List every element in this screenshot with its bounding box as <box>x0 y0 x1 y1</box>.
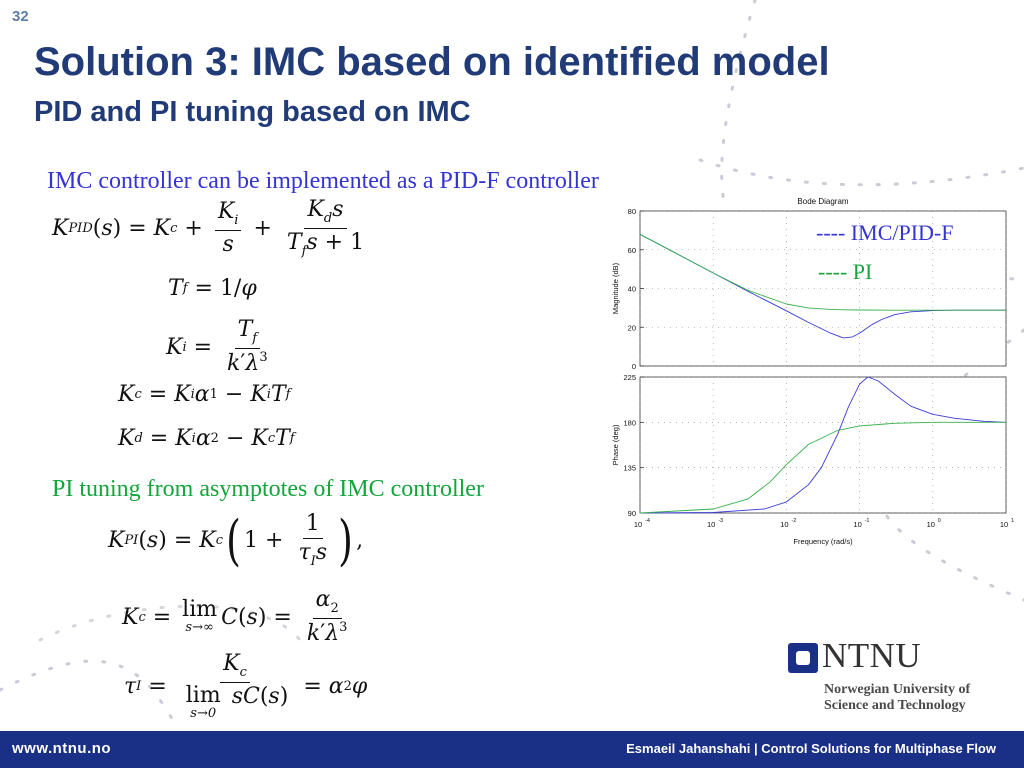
x-tick-exponent: -2 <box>791 518 796 524</box>
legend-pi: ---- PI <box>818 259 873 284</box>
ntnu-tagline-line1: Norwegian University of <box>824 682 971 697</box>
legend-imc-pidf: ---- IMC/PID-F <box>816 220 954 245</box>
x-tick-label: 10 <box>853 520 861 529</box>
x-tick-exponent: -4 <box>645 518 650 524</box>
magnitude-tick-label: 60 <box>628 246 636 255</box>
magnitude-axis-label: Magnitude (dB) <box>611 262 620 314</box>
x-tick-exponent: -1 <box>865 518 870 524</box>
phase-tick-label: 225 <box>623 373 636 382</box>
slide-subtitle: PID and PI tuning based on IMC <box>34 96 471 128</box>
x-tick-exponent: -3 <box>718 518 723 524</box>
footer-bar: www.ntnu.no Esmaeil Jahanshahi | Control… <box>0 731 1024 768</box>
equation-tau-i: τ I = Kc lim s→0 s C(s) = α 2 φ <box>124 651 368 722</box>
phase-tick-label: 90 <box>628 509 636 518</box>
footer-credit: Esmaeil Jahanshahi | Control Solutions f… <box>626 741 996 756</box>
magnitude-tick-label: 80 <box>628 207 636 216</box>
slide-title: Solution 3: IMC based on identified mode… <box>34 40 830 84</box>
magnitude-series-pi <box>639 233 1006 311</box>
magnitude-tick-label: 20 <box>628 323 636 332</box>
phase-axis-label: Phase (deg) <box>611 424 620 465</box>
bode-diagram: Bode Diagram 80 60 40 20 0 Magnitude (dB) 225 18… <box>611 197 1014 546</box>
slide-number: 32 <box>12 8 29 25</box>
phase-axes-frame <box>639 376 1007 514</box>
ntnu-tagline-line2: Science and Technology <box>824 698 966 713</box>
x-tick-label: 10 <box>780 520 788 529</box>
section-heading-imc: IMC controller can be implemented as a P… <box>47 168 599 194</box>
ntnu-logo-icon <box>788 643 818 673</box>
footer-url: www.ntnu.no <box>12 740 112 757</box>
x-tick-exponent: 1 <box>1011 518 1014 524</box>
x-tick-label: 10 <box>634 520 642 529</box>
phase-series-pi <box>639 421 1006 514</box>
x-tick-label: 10 <box>1000 520 1008 529</box>
x-tick-exponent: 0 <box>938 518 941 524</box>
magnitude-tick-label: 0 <box>632 362 636 371</box>
phase-tick-label: 135 <box>623 464 636 473</box>
ntnu-logo-text: NTNU <box>822 636 922 675</box>
x-tick-label: 10 <box>927 520 935 529</box>
x-axis-label: Frequency (rad/s) <box>793 537 853 546</box>
chart-title: Bode Diagram <box>797 197 848 206</box>
phase-series-imc-pid-f <box>639 376 1007 514</box>
section-heading-pi: PI tuning from asymptotes of IMC control… <box>52 476 484 502</box>
phase-tick-label: 180 <box>623 418 636 427</box>
x-tick-label: 10 <box>707 520 715 529</box>
magnitude-tick-label: 40 <box>628 285 636 294</box>
